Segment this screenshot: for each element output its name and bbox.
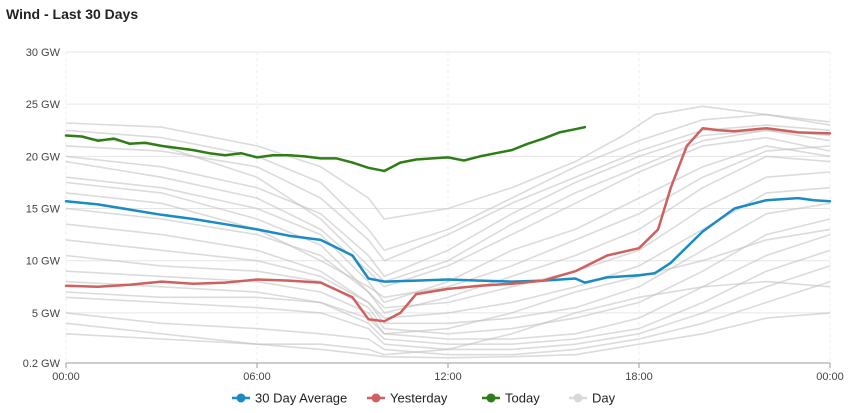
x-tick-label: 00:00 [52, 371, 80, 383]
chart-title: Wind - Last 30 Days [6, 6, 139, 22]
legend-item[interactable]: Today [482, 391, 540, 406]
y-tick-label: 30 GW [26, 47, 61, 59]
day-series-line [65, 155, 831, 314]
legend-marker [236, 393, 246, 403]
y-tick-label: 20 GW [26, 151, 61, 163]
day-series-line [65, 136, 831, 288]
x-tick-label: 00:00 [816, 371, 844, 383]
legend-marker [371, 393, 381, 403]
day-series-line [65, 280, 831, 356]
day-series-line [65, 124, 831, 262]
legend-item[interactable]: Day [569, 391, 616, 406]
legend-label: 30 Day Average [255, 391, 347, 406]
day-series-line [65, 218, 831, 335]
y-tick-label: 25 GW [26, 99, 61, 111]
legend[interactable]: 30 Day Average Yesterday Today Day [232, 391, 616, 406]
day-series-line [65, 249, 831, 345]
legend-marker [486, 393, 496, 403]
day-series-line [65, 186, 831, 319]
x-tick-label: 18:00 [625, 371, 653, 383]
legend-label: Yesterday [390, 391, 448, 406]
y-tick-label: 0.2 GW [23, 358, 61, 370]
series-line [64, 126, 832, 323]
legend-item[interactable]: Yesterday [367, 391, 448, 406]
x-tick-label: 12:00 [434, 371, 462, 383]
day-series-line [65, 105, 831, 220]
day-series-line [65, 280, 831, 356]
series-line [64, 125, 587, 173]
y-tick-label: 10 GW [26, 256, 61, 268]
y-tick-label: 5 GW [32, 308, 61, 320]
legend-label: Day [592, 391, 616, 406]
grid-lines [65, 51, 831, 363]
legend-label: Today [505, 391, 540, 406]
main-series-group [64, 125, 832, 323]
day-series-group [65, 105, 831, 359]
x-tick-label: 06:00 [243, 371, 271, 383]
day-series-line [65, 129, 831, 278]
day-series-line [65, 129, 831, 283]
day-series-line [65, 145, 831, 304]
legend-item[interactable]: 30 Day Average [232, 391, 347, 406]
series-line [64, 196, 832, 284]
day-series-line [65, 171, 831, 309]
day-series-line [65, 228, 831, 335]
legend-marker [573, 393, 583, 403]
y-tick-label: 15 GW [26, 204, 61, 216]
day-series-line [65, 202, 831, 325]
